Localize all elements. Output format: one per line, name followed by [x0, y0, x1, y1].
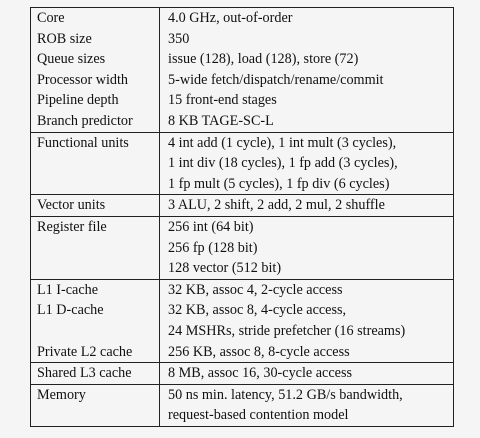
value-cell: 4 int add (1 cycle), 1 int mult (3 cycle…	[159, 131, 454, 196]
parameter-value: 24 MSHRs, stride prefetcher (16 streams)	[168, 322, 406, 339]
parameter-value: 256 fp (128 bit)	[168, 239, 258, 256]
parameter-value: 4 int add (1 cycle), 1 int mult (3 cycle…	[168, 134, 397, 151]
parameter-label: L1 I-cache	[37, 281, 99, 298]
value-cell: 3 ALU, 2 shift, 2 add, 2 mul, 2 shuffle	[159, 194, 454, 217]
parameter-label-spacer	[37, 321, 153, 342]
parameter-value: issue (128), load (128), store (72)	[168, 51, 359, 68]
table-row: Functional units 4 int add (1 cycle), 1 …	[30, 131, 454, 196]
parameter-value: 8 KB TAGE-SC-L	[168, 112, 274, 129]
parameter-label: Branch predictor	[37, 112, 133, 129]
parameter-label: Private L2 cache	[37, 343, 133, 360]
table-row: Memory 50 ns min. latency, 51.2 GB/s ban…	[30, 383, 454, 427]
processor-config-table: Core ROB size Queue sizes Processor widt…	[30, 7, 454, 427]
parameter-value: 15 front-end stages	[168, 92, 277, 109]
parameter-label: Vector units	[37, 197, 106, 214]
parameter-label: Memory	[37, 386, 86, 403]
parameter-cell: Functional units	[30, 131, 160, 196]
value-cell: 50 ns min. latency, 51.2 GB/s bandwidth,…	[159, 383, 454, 427]
parameter-label: Core	[37, 10, 65, 26]
parameter-value: 350	[168, 30, 190, 47]
parameter-value: 5-wide fetch/dispatch/rename/commit	[168, 71, 384, 88]
parameter-value: 8 MB, assoc 16, 30-cycle access	[168, 365, 352, 382]
table-row: Register file 256 int (64 bit) 256 fp (1…	[30, 215, 454, 280]
table-row: L1 I-cache L1 D-cache Private L2 cache 3…	[30, 278, 454, 364]
parameter-cell: L1 I-cache L1 D-cache Private L2 cache	[30, 278, 160, 364]
parameter-cell: Register file	[30, 215, 160, 280]
parameter-value: 32 KB, assoc 4, 2-cycle access	[168, 281, 343, 298]
parameter-value: 4.0 GHz, out-of-order	[168, 10, 293, 26]
parameter-value: 128 vector (512 bit)	[168, 260, 282, 277]
parameter-label: Shared L3 cache	[37, 365, 132, 382]
parameter-cell: Core ROB size Queue sizes Processor widt…	[30, 7, 160, 133]
parameter-label: ROB size	[37, 30, 92, 47]
parameter-label: Processor width	[37, 71, 129, 88]
table-row: Vector units 3 ALU, 2 shift, 2 add, 2 mu…	[30, 194, 454, 217]
table-row: Core ROB size Queue sizes Processor widt…	[30, 7, 454, 133]
table-row: Shared L3 cache 8 MB, assoc 16, 30-cycle…	[30, 362, 454, 385]
parameter-label: Queue sizes	[37, 51, 106, 68]
parameter-label: L1 D-cache	[37, 302, 104, 319]
parameter-value: 256 int (64 bit)	[168, 218, 254, 235]
parameter-cell: Vector units	[30, 194, 160, 217]
value-cell: 4.0 GHz, out-of-order 350 issue (128), l…	[159, 7, 454, 133]
parameter-cell: Memory	[30, 383, 160, 427]
value-cell: 32 KB, assoc 4, 2-cycle access 32 KB, as…	[159, 278, 454, 364]
parameter-value: 32 KB, assoc 8, 4-cycle access,	[168, 302, 347, 319]
parameter-value: request-based contention model	[168, 407, 349, 424]
value-cell: 256 int (64 bit) 256 fp (128 bit) 128 ve…	[159, 215, 454, 280]
parameter-value: 1 fp mult (5 cycles), 1 fp div (6 cycles…	[168, 175, 390, 192]
parameter-cell: Shared L3 cache	[30, 362, 160, 385]
parameter-value: 1 int div (18 cycles), 1 fp add (3 cycle…	[168, 155, 398, 172]
parameter-value: 50 ns min. latency, 51.2 GB/s bandwidth,	[168, 386, 403, 403]
parameter-label: Functional units	[37, 134, 129, 151]
parameter-value: 3 ALU, 2 shift, 2 add, 2 mul, 2 shuffle	[168, 197, 385, 214]
parameter-label: Register file	[37, 218, 107, 235]
parameter-label: Pipeline depth	[37, 92, 119, 109]
value-cell: 8 MB, assoc 16, 30-cycle access	[159, 362, 454, 385]
processor-config-table-wrap: Core ROB size Queue sizes Processor widt…	[30, 7, 454, 427]
parameter-value: 256 KB, assoc 8, 8-cycle access	[168, 343, 350, 360]
